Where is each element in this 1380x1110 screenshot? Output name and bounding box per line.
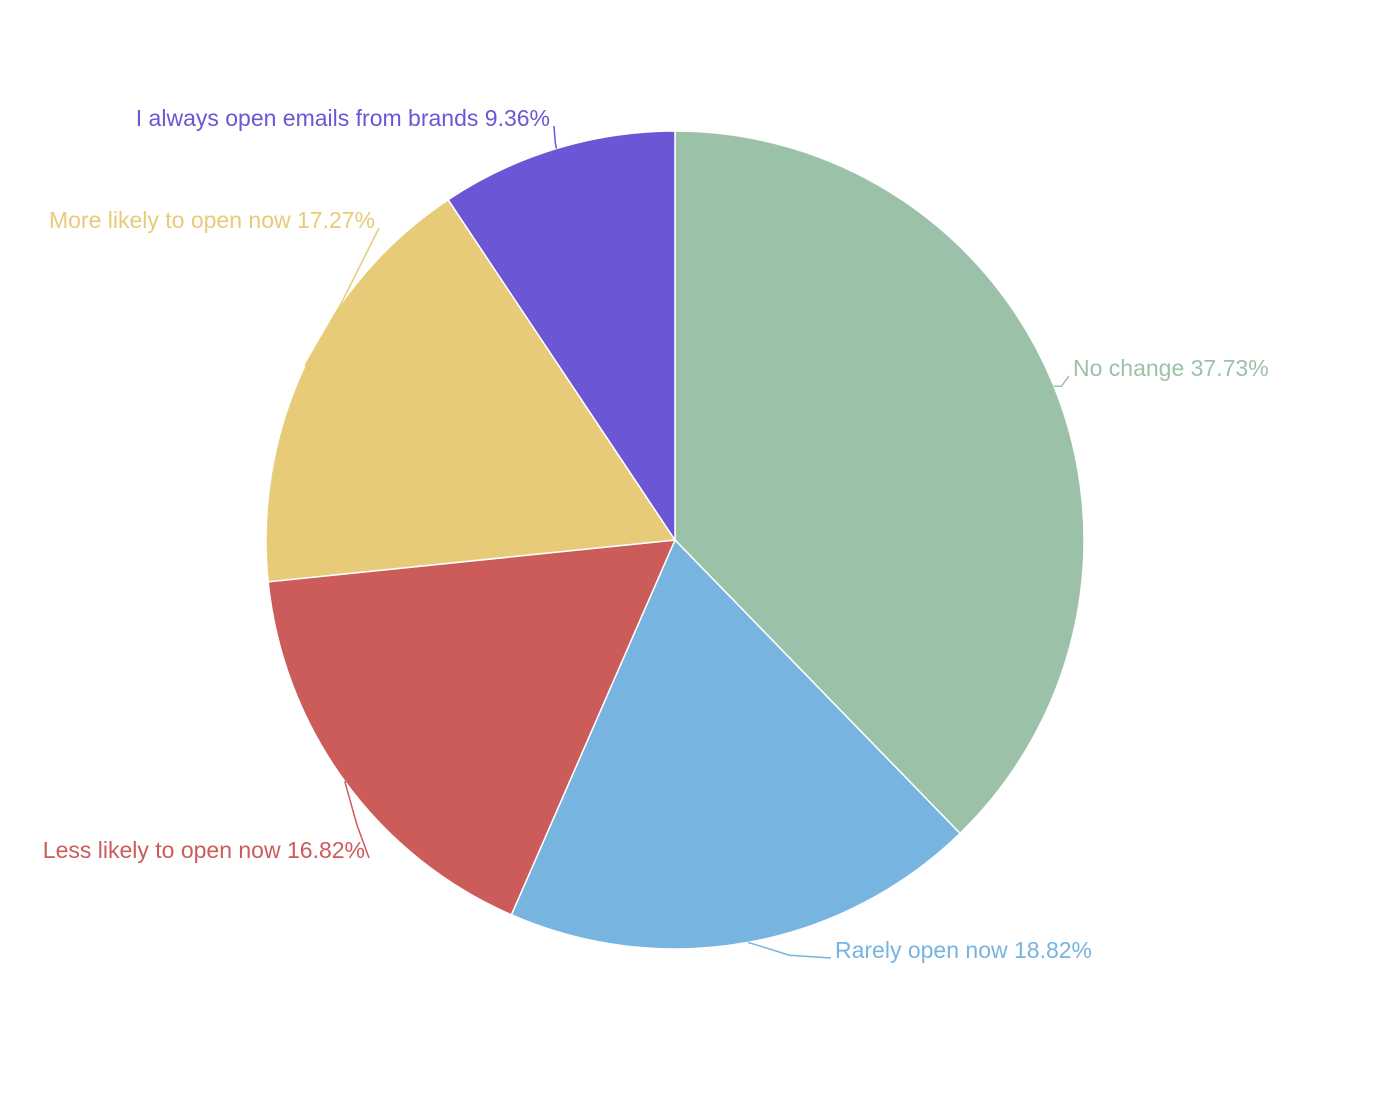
leader-line <box>747 941 832 959</box>
slice-label: No change 37.73% <box>1073 355 1269 381</box>
pie-slice <box>267 539 677 916</box>
leader-line <box>343 781 370 859</box>
leader-line <box>1053 375 1070 387</box>
pie-slice <box>510 538 962 950</box>
slice-name: I always open emails from brands <box>136 105 479 131</box>
slice-value: 16.82% <box>287 837 365 863</box>
slice-label: More likely to open now 17.27% <box>49 207 375 233</box>
slice-name: No change <box>1073 355 1184 381</box>
slice-value: 18.82% <box>1014 937 1092 963</box>
slice-label: I always open emails from brands 9.36% <box>136 105 550 131</box>
slice-label: Rarely open now 18.82% <box>835 937 1092 963</box>
leader-line <box>304 227 380 367</box>
pie-slice <box>447 130 676 543</box>
slice-value: 37.73% <box>1191 355 1269 381</box>
slice-label: Less likely to open now 16.82% <box>43 837 365 863</box>
slice-value: 9.36% <box>485 105 550 131</box>
slice-name: Less likely to open now <box>43 837 281 863</box>
leader-line <box>553 125 558 149</box>
slice-name: Rarely open now <box>835 937 1008 963</box>
slice-value: 17.27% <box>297 207 375 233</box>
slice-name: More likely to open now <box>49 207 291 233</box>
